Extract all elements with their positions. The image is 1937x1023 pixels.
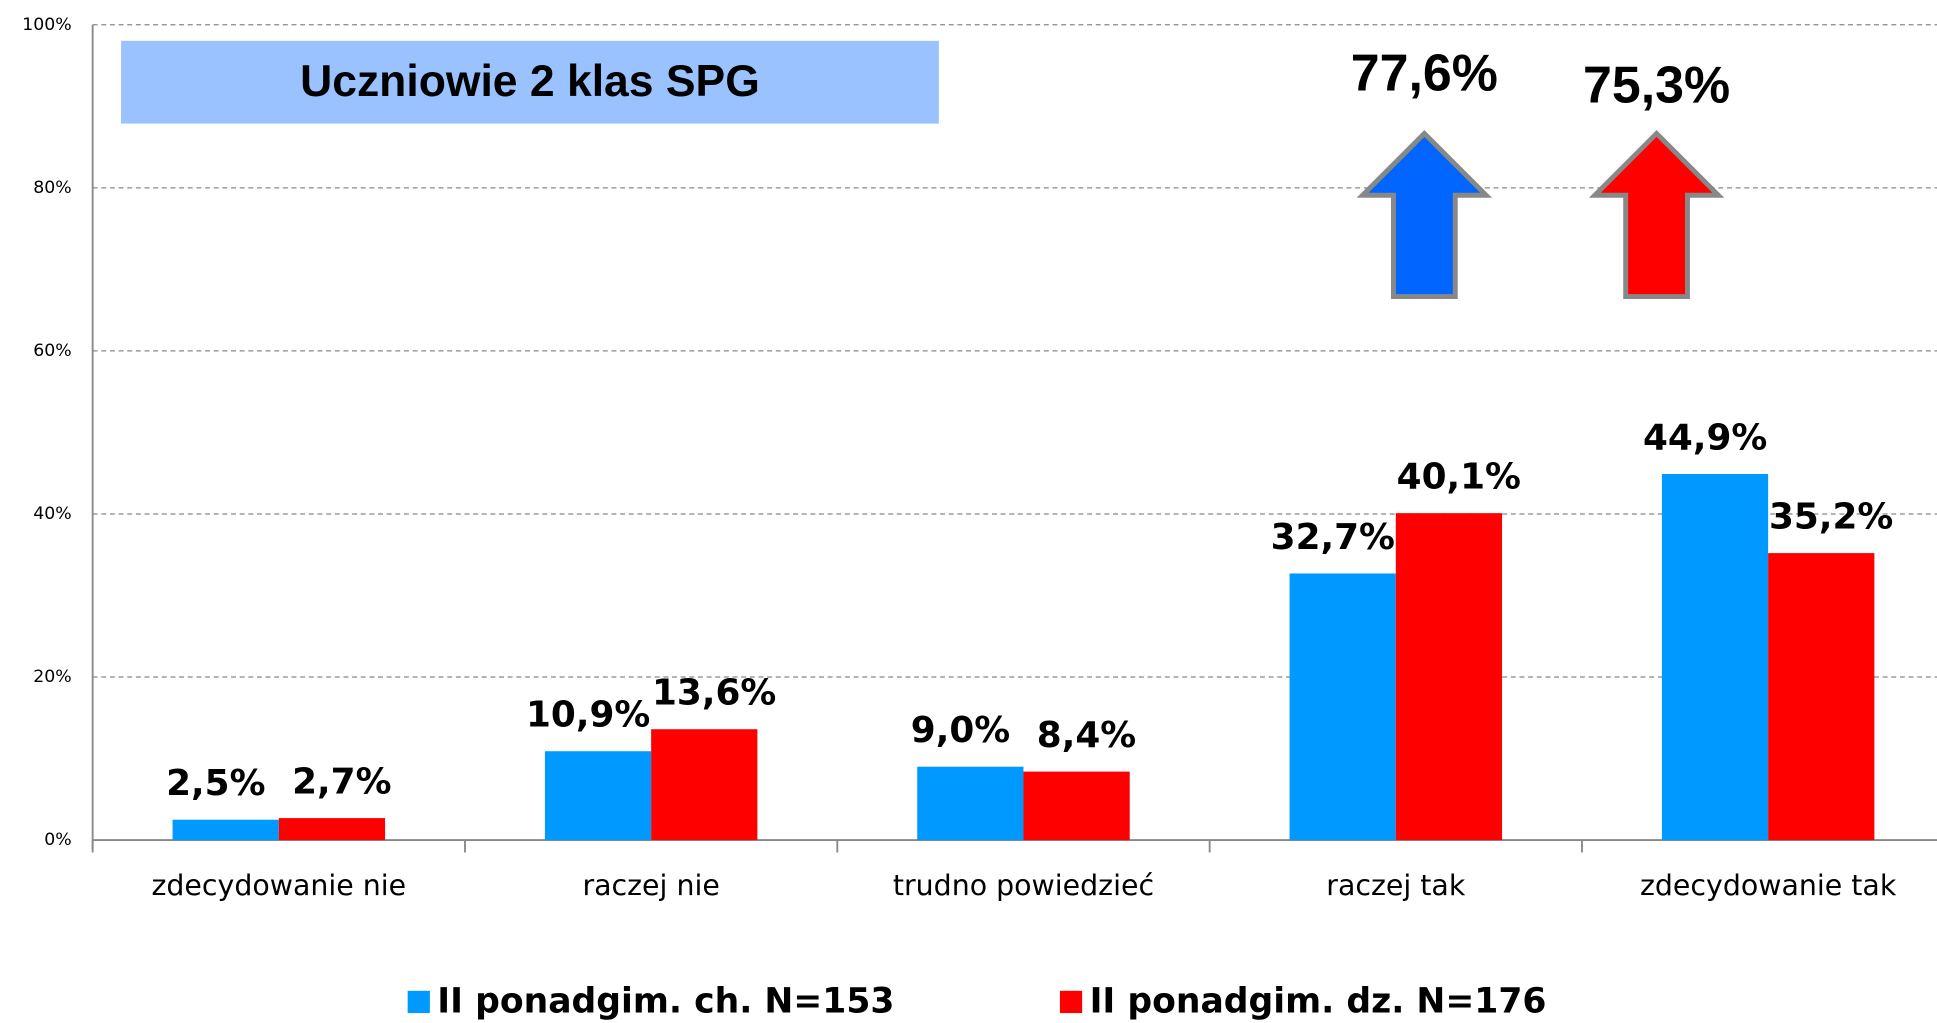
- value-label: 40,1%: [1397, 457, 1521, 498]
- arrow: [1588, 129, 1725, 300]
- value-label: 8,4%: [1037, 715, 1136, 756]
- legend-swatch: [1059, 990, 1083, 1014]
- arrow: [1356, 129, 1493, 300]
- value-label: 35,2%: [1769, 497, 1893, 538]
- bar: [651, 729, 758, 841]
- bar: [1023, 771, 1130, 841]
- value-label: 9,0%: [911, 710, 1010, 751]
- annotation: 75,3%: [1583, 56, 1730, 114]
- annotation: 77,6%: [1351, 43, 1498, 101]
- bar: [172, 819, 279, 841]
- legend-swatch: [407, 990, 430, 1014]
- title-box: [121, 40, 939, 124]
- y-tick-label: 0%: [44, 830, 71, 850]
- value-label: 13,6%: [652, 673, 776, 714]
- chart-title: Uczniowie 2 klas SPG: [300, 57, 760, 106]
- x-tick-label: zdecydowanie tak: [1640, 869, 1897, 902]
- bar: [1395, 513, 1503, 841]
- value-label: 44,9%: [1643, 417, 1767, 458]
- x-tick-label: raczej tak: [1326, 869, 1466, 902]
- bar: [544, 751, 652, 841]
- y-tick-label: 100%: [22, 15, 71, 35]
- y-tick-label: 80%: [33, 178, 71, 198]
- value-label: 10,9%: [526, 695, 650, 736]
- x-tick-label: trudno powiedzieć: [893, 869, 1154, 902]
- bar: [1289, 573, 1396, 841]
- bar: [1768, 553, 1875, 841]
- value-label: 32,7%: [1271, 517, 1395, 558]
- x-tick-label: zdecydowanie nie: [151, 869, 406, 902]
- bar: [1661, 474, 1769, 841]
- value-label: 2,7%: [292, 761, 391, 802]
- legend-label: II ponadgim. ch. N=153: [437, 982, 894, 1022]
- bar: [917, 766, 1024, 841]
- value-label: 2,5%: [166, 763, 265, 804]
- bar: [278, 818, 386, 841]
- y-tick-label: 20%: [33, 667, 71, 687]
- x-tick-label: raczej nie: [582, 869, 719, 902]
- y-tick-label: 60%: [33, 341, 71, 361]
- y-tick-label: 40%: [33, 504, 71, 524]
- legend-label: II ponadgim. dz. N=176: [1090, 982, 1547, 1022]
